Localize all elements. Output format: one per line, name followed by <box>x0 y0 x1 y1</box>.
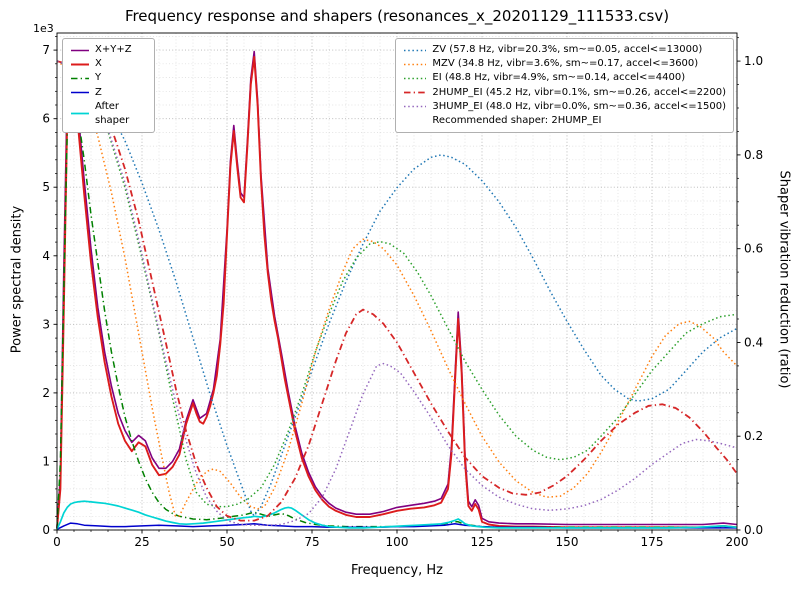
y-right-tick-label: 1.0 <box>744 54 763 68</box>
legend-item-ei: EI (48.8 Hz, vibr=4.9%, sm~=0.14, accel<… <box>403 71 726 85</box>
y-axis-label-left: Power spectral density <box>9 205 25 354</box>
y-left-tick-label: 0 <box>42 523 50 537</box>
legend-item-z: Z <box>70 86 147 100</box>
series-line-zv <box>56 60 738 517</box>
legend-item-label: Z <box>95 86 102 98</box>
recommended-shaper-note: Recommended shaper: 2HUMP_EI <box>432 114 602 126</box>
y-left-tick-label: 2 <box>42 386 50 400</box>
y-right-tick-label: 0.0 <box>744 523 763 537</box>
legend-item-label: 3HUMP_EI (48.0 Hz, vibr=0.0%, sm~=0.36, … <box>432 100 726 112</box>
psd-legend: X+Y+Z X Y Z After shaper <box>62 38 155 134</box>
y-right-tick-label: 0.4 <box>744 336 763 350</box>
legend-sample-line-zv <box>404 49 427 51</box>
legend-sample-line-ei <box>404 77 427 80</box>
legend-sample-line-3hump_ei <box>404 106 427 108</box>
y-left-tick-label: 6 <box>42 112 50 126</box>
legend-item-label: X <box>95 58 102 70</box>
x-tick-label: 150 <box>556 535 579 549</box>
y-axis-label-right: Shaper vibration reduction (ratio) <box>776 170 792 389</box>
y-left-tick-label: 1 <box>42 454 50 468</box>
x-axis-label: Frequency, Hz <box>350 563 444 578</box>
shaper-legend: ZV (57.8 Hz, vibr=20.3%, sm~=0.05, accel… <box>395 38 734 134</box>
legend-sample-line-after_shaper <box>71 113 89 115</box>
x-tick-label: 175 <box>641 535 664 549</box>
legend-item-3hump_ei: 3HUMP_EI (48.0 Hz, vibr=0.0%, sm~=0.36, … <box>403 100 726 114</box>
chart-title: Frequency response and shapers (resonanc… <box>124 7 670 25</box>
legend-sample-line-2hump_ei <box>404 91 427 94</box>
x-tick-label: 125 <box>471 535 494 549</box>
legend-item-label: MZV (34.8 Hz, vibr=3.6%, sm~=0.17, accel… <box>432 58 699 70</box>
legend-item-y: Y <box>70 71 147 85</box>
legend-item-label: ZV (57.8 Hz, vibr=20.3%, sm~=0.05, accel… <box>432 44 703 55</box>
x-tick-label: 100 <box>386 535 409 549</box>
legend-item-after_shaper: After shaper <box>70 100 147 128</box>
series-line-x <box>56 56 738 529</box>
y-left-tick-label: 5 <box>42 180 50 194</box>
x-tick-label: 200 <box>726 535 749 549</box>
x-tick-label: 0 <box>53 535 61 549</box>
legend-sample-line-z <box>71 91 89 94</box>
legend-sample-line-xyz <box>71 49 89 51</box>
legend-item-zv: ZV (57.8 Hz, vibr=20.3%, sm~=0.05, accel… <box>403 43 726 57</box>
legend-item-mzv: MZV (34.8 Hz, vibr=3.6%, sm~=0.17, accel… <box>403 57 726 71</box>
legend-item-label: X+Y+Z <box>95 44 132 55</box>
series-line-after_shaper <box>56 500 738 530</box>
x-tick-label: 75 <box>304 535 319 549</box>
y-left-tick-label: 4 <box>42 249 50 263</box>
legend-sample-line-y <box>71 77 89 80</box>
series-line-ei <box>56 60 738 508</box>
legend-item-label: EI (48.8 Hz, vibr=4.9%, sm~=0.14, accel<… <box>432 72 686 84</box>
x-tick-label: 50 <box>219 535 234 549</box>
series-line-2hump_ei <box>56 60 738 522</box>
x-tick-label: 25 <box>134 535 149 549</box>
y-right-tick-label: 0.8 <box>744 148 763 162</box>
legend-item-xyz: X+Y+Z <box>70 43 147 57</box>
y-right-tick-label: 0.2 <box>744 429 763 443</box>
legend-item-x: X <box>70 57 147 71</box>
y-left-tick-label: 3 <box>42 317 50 331</box>
legend-sample-line-mzv <box>404 63 427 66</box>
y-left-tick-label: 7 <box>42 43 50 57</box>
legend-item-2hump_ei: 2HUMP_EI (45.2 Hz, vibr=0.1%, sm~=0.26, … <box>403 86 726 100</box>
legend-item-label: After shaper <box>95 100 130 126</box>
y-axis-offset-label: 1e3 <box>33 22 54 35</box>
legend-item-label: 2HUMP_EI (45.2 Hz, vibr=0.1%, sm~=0.26, … <box>432 86 726 98</box>
series-line-3hump_ei <box>56 60 738 527</box>
y-right-tick-label: 0.6 <box>744 242 763 256</box>
legend-sample-line-x <box>71 63 89 66</box>
legend-item-label: Y <box>95 72 102 84</box>
